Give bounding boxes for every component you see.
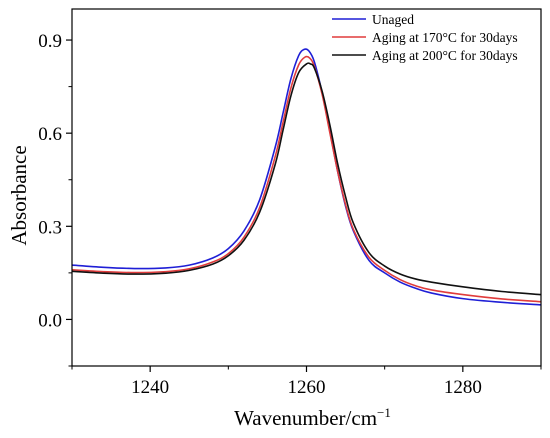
x-tick-label: 1280 <box>444 377 482 398</box>
series-line-2 <box>72 55 541 303</box>
x-axis-title-superscript: −1 <box>377 405 391 420</box>
x-tick-label: 1240 <box>131 377 169 398</box>
x-axis-title: Wavenumber/cm−1 <box>234 405 391 430</box>
axis-ticks: 1240 1260 1280 0.0 0.3 0.6 0.9 <box>38 31 542 398</box>
y-tick-label: 0.0 <box>38 310 62 331</box>
y-tick-label: 0.9 <box>38 31 62 52</box>
x-axis-title-text: Wavenumber/cm <box>234 406 377 430</box>
series-line-3 <box>72 62 541 296</box>
series-curves <box>72 48 541 306</box>
y-axis-title: Absorbance <box>7 145 31 245</box>
legend-label-3: Aging at 200°C for 30days <box>372 48 518 63</box>
series-line-1 <box>72 48 541 306</box>
legend: Unaged Aging at 170°C for 30days Aging at … <box>332 12 518 63</box>
y-tick-label: 0.3 <box>38 217 62 238</box>
legend-label-2: Aging at 170°C for 30days <box>372 30 518 45</box>
legend-label-1: Unaged <box>372 12 414 27</box>
y-tick-label: 0.6 <box>38 124 62 145</box>
x-tick-label: 1260 <box>288 377 326 398</box>
